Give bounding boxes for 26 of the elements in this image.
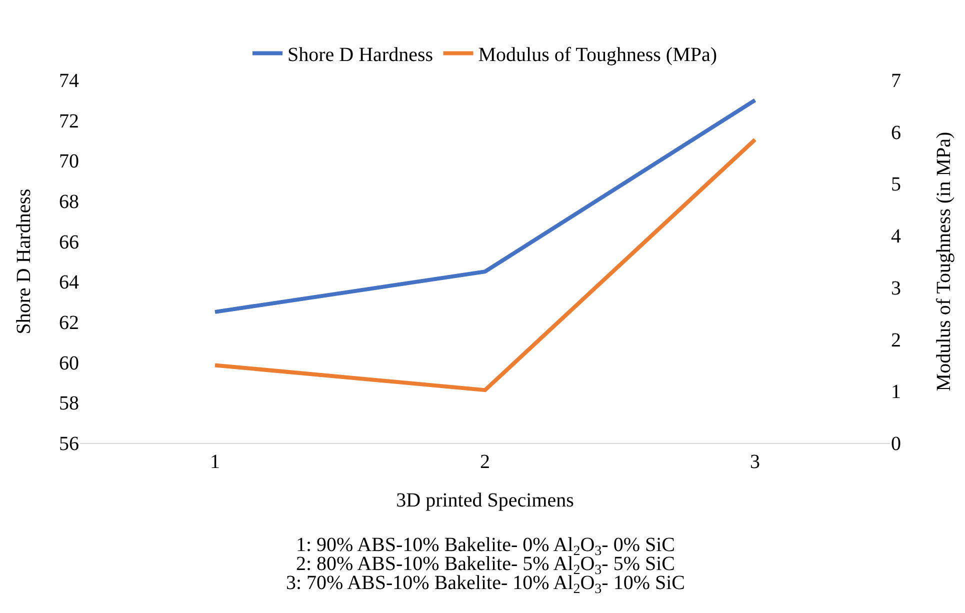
y2-tick-label: 7: [891, 70, 901, 92]
y-tick-label: 68: [59, 191, 79, 213]
y2-tick-label: 5: [891, 174, 901, 196]
y-tick-label: 72: [59, 110, 79, 132]
x-tick-label: 3: [750, 451, 760, 473]
y-tick-label: 74: [59, 70, 79, 92]
y-tick-label: 64: [59, 272, 79, 294]
y2-tick-label: 6: [891, 122, 901, 144]
y-tick-label: 66: [59, 231, 79, 254]
y-tick-label: 60: [59, 352, 79, 374]
y-tick-label: 62: [59, 312, 79, 334]
y-axis-title: Shore D Hardness: [13, 188, 35, 334]
x-tick-label: 2: [480, 451, 490, 473]
y2-axis-title: Modulus of Toughness (in MPa): [933, 132, 955, 392]
y2-tick-label: 2: [891, 329, 901, 352]
y2-tick-label: 4: [891, 226, 901, 248]
y-tick-label: 56: [59, 433, 79, 455]
legend-label: Shore D Hardness: [288, 44, 434, 66]
legend-label: Modulus of Toughness (MPa): [478, 44, 718, 66]
y2-tick-label: 1: [891, 381, 901, 404]
x-tick-label: 1: [210, 451, 220, 473]
y-tick-label: 58: [59, 392, 79, 415]
y2-tick-label: 0: [891, 433, 901, 455]
x-axis-title: 3D printed Specimens: [396, 490, 574, 512]
y2-tick-label: 3: [891, 277, 901, 300]
y-tick-label: 70: [59, 150, 79, 173]
